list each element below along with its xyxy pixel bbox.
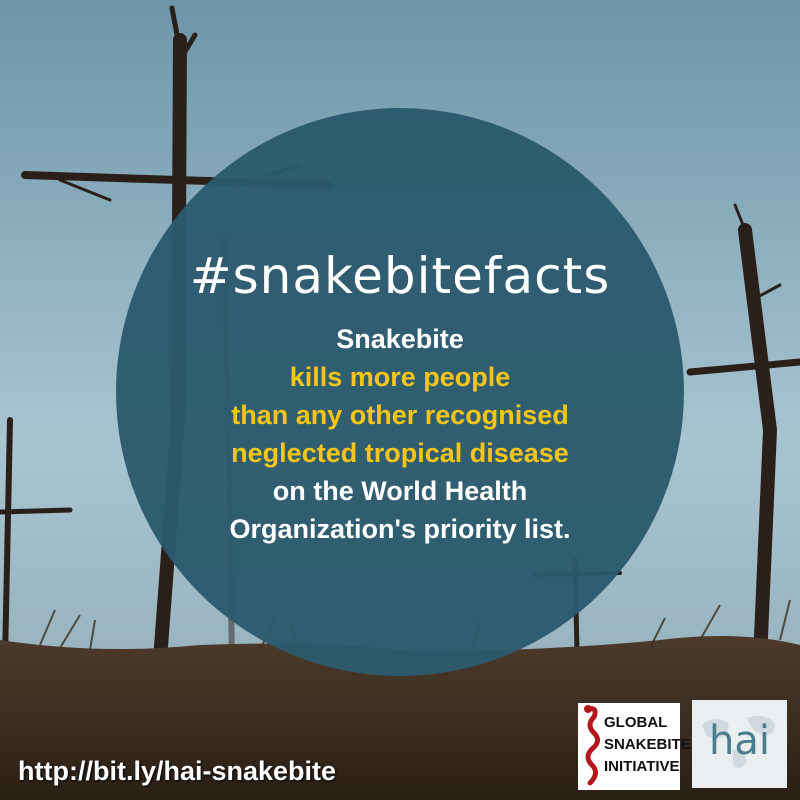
- hashtag-title: #snakebitefacts: [189, 247, 611, 305]
- text-circle: [116, 108, 684, 676]
- fact-line-3: than any other recognised: [231, 400, 569, 430]
- fact-line-2: kills more people: [289, 362, 511, 392]
- fact-line-6: Organization's priority list.: [229, 514, 571, 544]
- fact-text: Snakebite kills more people than any other…: [140, 320, 660, 548]
- snake-icon: [584, 705, 600, 786]
- gsi-line-1: GLOBAL: [604, 714, 668, 731]
- world-map-icon: [702, 715, 775, 768]
- hai-logo: hai: [692, 700, 787, 788]
- fact-line-4: neglected tropical disease: [231, 438, 569, 468]
- url-link[interactable]: http://bit.ly/hai-snakebite: [18, 756, 337, 786]
- hai-text: hai: [709, 718, 770, 764]
- fact-line-5: on the World Health: [272, 476, 528, 506]
- fact-line-1: Snakebite: [336, 324, 464, 354]
- gsi-line-3: INITIATIVE: [604, 758, 680, 775]
- global-snakebite-initiative-logo: GLOBAL SNAKEBITE INITIATIVE: [578, 703, 691, 790]
- gsi-line-2: SNAKEBITE: [604, 736, 691, 753]
